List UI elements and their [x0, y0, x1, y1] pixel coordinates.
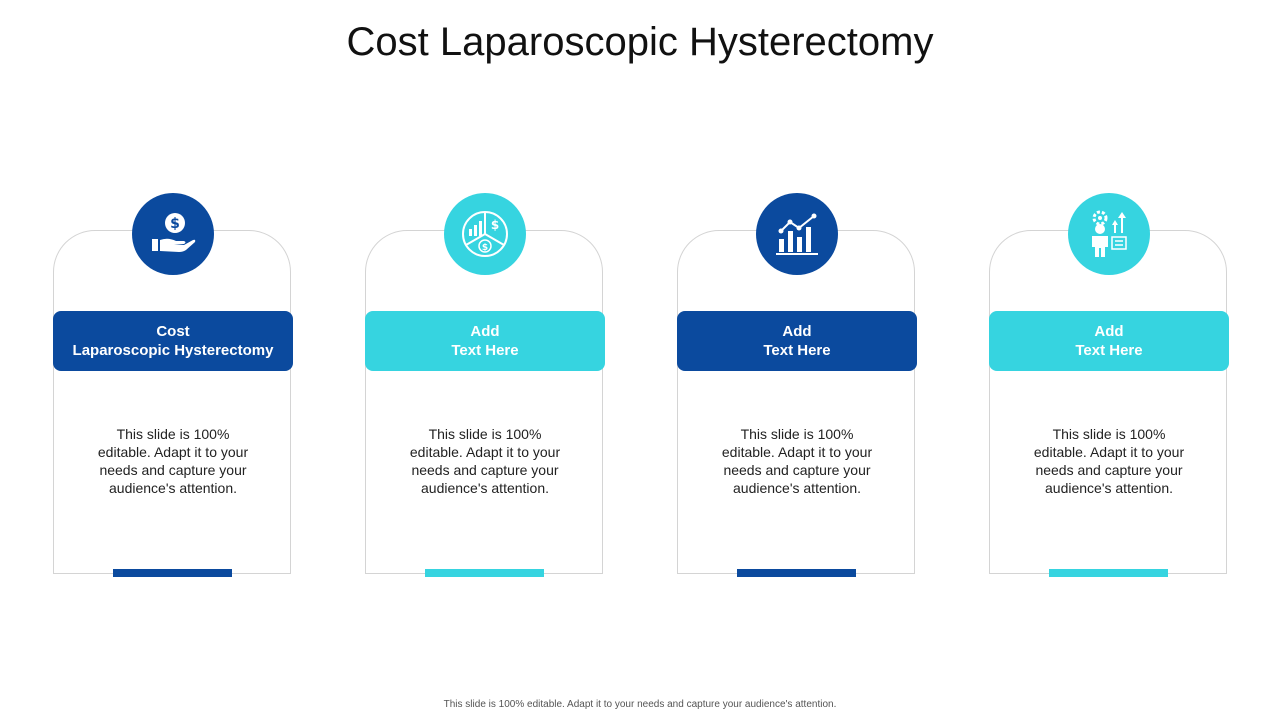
- hand-dollar-icon: $: [132, 193, 214, 275]
- card-3: Add Text Here This slide is 100% editabl…: [677, 193, 917, 577]
- slide-title: Cost Laparoscopic Hysterectomy: [346, 20, 934, 64]
- card-3-heading-line2: Text Here: [763, 342, 831, 359]
- svg-text:$: $: [491, 218, 499, 232]
- card-4-heading-line2: Text Here: [1075, 342, 1143, 359]
- card-3-heading-line1: Add: [782, 323, 812, 340]
- bar-line-chart-icon: [756, 193, 838, 275]
- card-2-body: This slide is 100% editable. Adapt it to…: [409, 426, 561, 496]
- card-2-header: Add Text Here: [365, 311, 605, 371]
- card-4-body: This slide is 100% editable. Adapt it to…: [1033, 426, 1185, 496]
- card-4: Add Text Here This slide is 100% editabl…: [989, 193, 1229, 577]
- card-3-body: This slide is 100% editable. Adapt it to…: [721, 426, 873, 496]
- person-gear-checklist-icon: [1068, 193, 1150, 275]
- card-1: $ Cost Laparoscopic Hysterectomy This sl…: [53, 193, 293, 577]
- card-3-accent-bar: [737, 569, 856, 577]
- card-1-heading-line2: Laparoscopic Hysterectomy: [72, 342, 274, 359]
- card-2-heading-line2: Text Here: [451, 342, 519, 359]
- card-4-accent-bar: [1049, 569, 1168, 577]
- card-1-header: Cost Laparoscopic Hysterectomy: [53, 311, 293, 371]
- pie-chart-dollar-icon: $ $: [444, 193, 526, 275]
- card-4-heading-line1: Add: [1094, 323, 1124, 340]
- card-2-accent-bar: [425, 569, 544, 577]
- card-1-heading-line1: Cost: [156, 323, 190, 340]
- card-1-accent-bar: [113, 569, 232, 577]
- card-3-header: Add Text Here: [677, 311, 917, 371]
- slide-footer: This slide is 100% editable. Adapt it to…: [443, 699, 837, 710]
- card-1-body: This slide is 100% editable. Adapt it to…: [97, 426, 249, 496]
- card-2: $ $ Add Text Here This slide is 100% edi…: [365, 193, 605, 577]
- card-2-heading-line1: Add: [470, 323, 500, 340]
- svg-text:$: $: [482, 243, 488, 253]
- card-4-header: Add Text Here: [989, 311, 1229, 371]
- svg-text:$: $: [170, 216, 180, 232]
